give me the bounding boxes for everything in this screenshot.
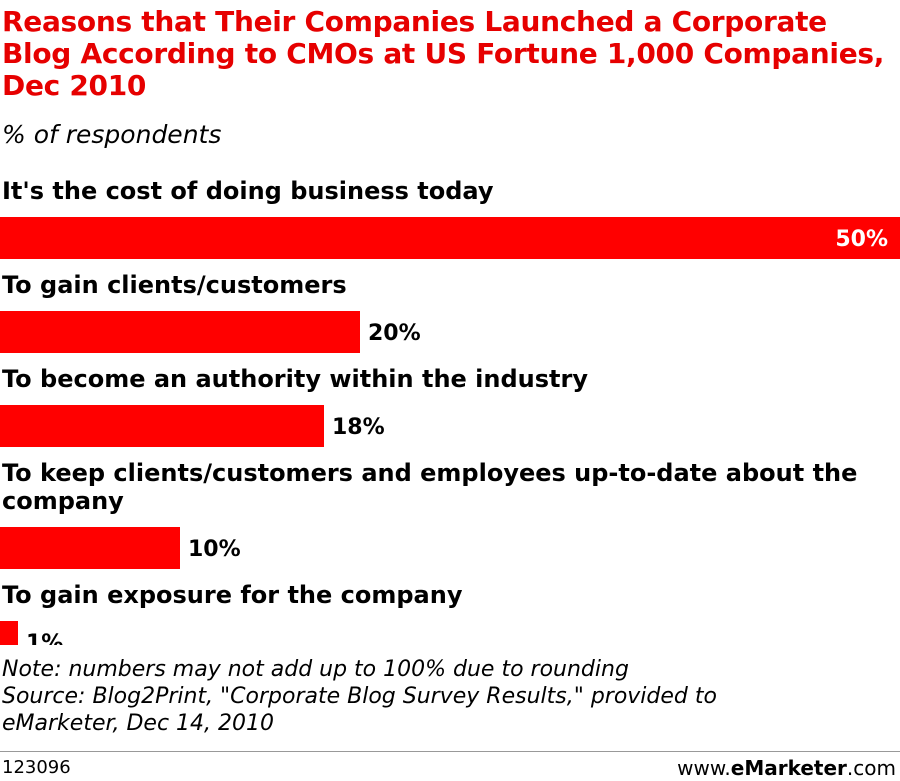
bar [0,311,360,353]
note-text: Note: numbers may not add up to 100% due… [2,657,629,682]
chart-id: 123096 [2,757,71,778]
category-label: To keep clients/customers and employees … [2,459,857,487]
chart-notes: Note: numbers may not add up to 100% due… [2,656,892,737]
category-label: To gain exposure for the company [2,581,463,609]
value-label: 20% [368,321,421,346]
value-label: 10% [188,537,241,562]
category-label: It's the cost of doing business today [2,177,494,205]
brand-name: eMarketer [730,756,847,780]
bar [0,621,18,645]
value-label: 50% [835,227,888,252]
bar [0,405,324,447]
brand-suffix: .com [846,756,896,780]
bar-chart: It's the cost of doing business today 50%… [0,177,900,645]
bar [0,217,900,259]
chart-title: Reasons that Their Companies Launched a … [2,5,885,102]
brand-link[interactable]: www.eMarketer.com [677,756,896,780]
category-label: To gain clients/customers [2,271,347,299]
source-text-line-2: eMarketer, Dec 14, 2010 [2,711,275,736]
footer-divider [0,751,900,752]
value-label: 1% [26,631,63,645]
category-label: company [2,487,124,515]
chart-subtitle: % of respondents [2,120,222,149]
source-text-line-1: Source: Blog2Print, "Corporate Blog Surv… [2,684,717,709]
value-label: 18% [332,415,385,440]
category-label: To become an authority within the indust… [2,365,588,393]
bar [0,527,180,569]
brand-prefix: www. [677,756,731,780]
